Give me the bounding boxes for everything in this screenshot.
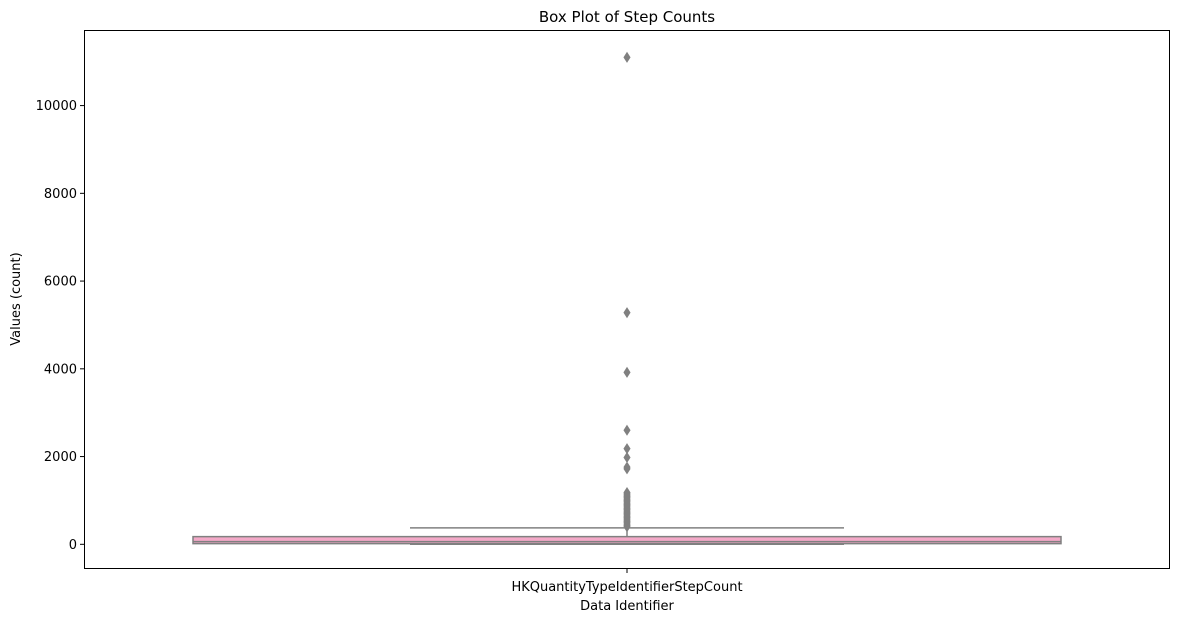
x-axis-label: Data Identifier [580,599,674,614]
x-tick-label: HKQuantityTypeIdentifierStepCount [511,580,742,595]
y-tick-label: 8000 [44,187,77,202]
y-tick-label: 10000 [36,99,77,114]
iqr-box [192,535,1062,545]
outlier-point [623,366,631,378]
y-tick-label: 6000 [44,275,77,290]
outlier-point [623,463,631,475]
outlier-point [623,307,631,319]
outlier-point [623,424,631,436]
y-tick-label: 4000 [44,362,77,377]
outlier-point [623,521,631,533]
y-axis-label: Values (count) [9,252,24,345]
y-axis: 0 2000 4000 6000 8000 10000 [36,99,85,553]
chart-marks [192,51,1062,546]
y-tick-label: 2000 [44,450,77,465]
outlier-point [623,51,631,63]
y-tick-label: 0 [69,538,77,553]
x-axis: HKQuantityTypeIdentifierStepCount [511,568,743,595]
plot-area [84,30,1170,569]
chart-title: Box Plot of Step Counts [539,8,715,26]
